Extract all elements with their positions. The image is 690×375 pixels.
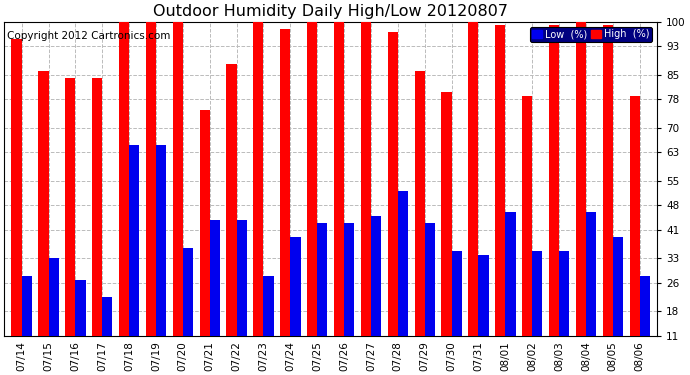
Bar	[613, 237, 623, 336]
Bar	[442, 92, 451, 336]
Bar	[398, 191, 408, 336]
Bar	[290, 237, 301, 336]
Bar	[172, 22, 183, 336]
Bar	[451, 251, 462, 336]
Bar	[146, 22, 156, 336]
Bar	[75, 280, 86, 336]
Bar	[361, 22, 371, 336]
Bar	[226, 64, 237, 336]
Bar	[92, 78, 102, 336]
Bar	[559, 251, 569, 336]
Title: Outdoor Humidity Daily High/Low 20120807: Outdoor Humidity Daily High/Low 20120807	[153, 4, 508, 19]
Bar	[640, 276, 650, 336]
Bar	[629, 96, 640, 336]
Bar	[102, 297, 112, 336]
Bar	[264, 276, 274, 336]
Bar	[253, 22, 264, 336]
Bar	[532, 251, 542, 336]
Bar	[505, 213, 515, 336]
Bar	[183, 248, 193, 336]
Bar	[425, 223, 435, 336]
Bar	[478, 255, 489, 336]
Bar	[129, 146, 139, 336]
Bar	[280, 29, 290, 336]
Bar	[415, 71, 425, 336]
Bar	[199, 110, 210, 336]
Bar	[119, 22, 129, 336]
Bar	[21, 276, 32, 336]
Text: Copyright 2012 Cartronics.com: Copyright 2012 Cartronics.com	[8, 31, 171, 41]
Bar	[334, 22, 344, 336]
Bar	[65, 78, 75, 336]
Bar	[469, 22, 478, 336]
Bar	[549, 25, 559, 336]
Bar	[602, 25, 613, 336]
Bar	[48, 258, 59, 336]
Bar	[522, 96, 532, 336]
Bar	[344, 223, 355, 336]
Bar	[388, 32, 398, 336]
Bar	[495, 25, 505, 336]
Bar	[12, 39, 21, 336]
Bar	[371, 216, 381, 336]
Bar	[210, 219, 220, 336]
Bar	[586, 213, 596, 336]
Bar	[39, 71, 48, 336]
Bar	[307, 22, 317, 336]
Bar	[237, 219, 247, 336]
Bar	[317, 223, 328, 336]
Legend: Low  (%), High  (%): Low (%), High (%)	[529, 27, 652, 42]
Bar	[575, 22, 586, 336]
Bar	[156, 146, 166, 336]
